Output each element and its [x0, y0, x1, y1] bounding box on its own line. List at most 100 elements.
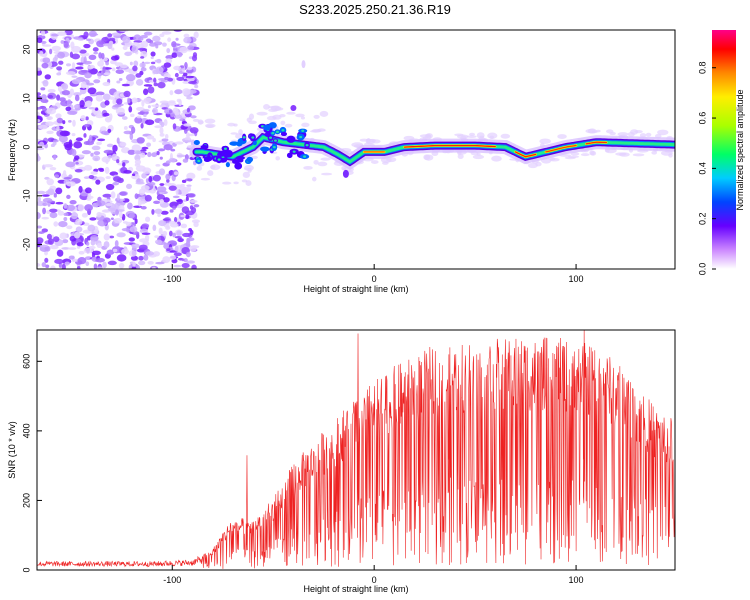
heatmap-cell: [97, 60, 105, 67]
heatmap-cell: [168, 185, 177, 191]
heatmap-blob: [301, 129, 305, 133]
heatmap-cell: [44, 74, 52, 80]
heatmap-cell: [181, 179, 187, 184]
colorbar-label: Normalized spectral amplitude: [735, 89, 745, 210]
heatmap-blob: [290, 105, 297, 112]
heatmap-cell: [140, 40, 149, 48]
heatmap-cell: [119, 141, 127, 147]
heatmap-cell: [89, 217, 97, 221]
heatmap-cell: [119, 211, 123, 219]
heatmap-cell: [72, 119, 76, 127]
heatmap-cell: [44, 257, 49, 263]
heatmap-cell: [131, 45, 139, 54]
heatmap-cell: [175, 37, 179, 41]
heatmap-cell: [175, 188, 179, 196]
heatmap-cell: [143, 88, 149, 96]
heatmap-cell: [37, 37, 43, 44]
heatmap-cell: [66, 225, 73, 230]
heatmap-cell: [152, 137, 156, 143]
heatmap-cell: [116, 159, 120, 164]
colorbar-tick-label: 0.0: [697, 263, 707, 276]
heatmap-cell: [186, 66, 193, 71]
heatmap-cell: [141, 232, 151, 235]
heatmap-cell: [263, 104, 270, 110]
heatmap-cell: [46, 233, 52, 240]
heatmap-cell: [155, 261, 165, 265]
heatmap-cell: [106, 249, 115, 255]
heatmap-cell: [286, 111, 296, 115]
heatmap-cell: [133, 34, 142, 42]
heatmap-cell: [129, 132, 134, 141]
heatmap-cell: [143, 113, 147, 118]
heatmap-cell: [158, 168, 166, 176]
heatmap-cell: [295, 113, 305, 118]
heatmap-cell: [256, 127, 262, 131]
heatmap-cell: [122, 35, 131, 44]
heatmap-cell: [109, 96, 115, 100]
heatmap-cell: [154, 125, 163, 129]
heatmap-cell: [80, 69, 89, 73]
heatmap-cell: [83, 176, 90, 179]
heatmap-cell: [107, 260, 117, 266]
heatmap-cell: [44, 250, 48, 256]
heatmap-cell: [139, 228, 149, 234]
heatmap-cell: [143, 84, 153, 87]
heatmap-cell: [134, 218, 138, 225]
heatmap-cell: [47, 88, 56, 93]
heatmap-cell: [365, 138, 375, 145]
heatmap-blob: [269, 136, 273, 139]
heatmap-cell: [163, 62, 172, 68]
heatmap-cell: [39, 50, 44, 57]
heatmap-cell: [110, 217, 114, 220]
heatmap-cell: [186, 172, 196, 180]
heatmap-blob: [197, 159, 201, 163]
heatmap-cell: [83, 247, 94, 254]
heatmap-cell: [160, 80, 168, 83]
heatmap-cell: [186, 96, 193, 100]
spectrogram-y-tick-label: -10: [21, 189, 31, 202]
heatmap-cell: [37, 190, 46, 195]
heatmap-cell: [156, 150, 160, 156]
heatmap-cell: [63, 176, 72, 180]
heatmap-cell: [60, 83, 67, 89]
heatmap-cell: [112, 104, 122, 108]
heatmap-cell: [49, 211, 58, 219]
heatmap-cell: [49, 48, 53, 55]
heatmap-cell: [46, 178, 55, 186]
heatmap-cell: [580, 153, 590, 157]
heatmap-cell: [75, 66, 84, 70]
heatmap-cell: [182, 88, 191, 96]
heatmap-cell: [183, 123, 191, 127]
heatmap-cell: [205, 124, 215, 129]
heatmap-cell: [645, 132, 652, 137]
heatmap-cell: [171, 52, 178, 58]
heatmap-cell: [152, 174, 161, 182]
heatmap-cell: [63, 141, 73, 148]
heatmap-cell: [88, 54, 97, 61]
heatmap-cell: [491, 155, 502, 162]
heatmap-cell: [47, 188, 55, 196]
heatmap-cell: [49, 167, 57, 171]
heatmap-cell: [157, 213, 161, 217]
heatmap-blob: [305, 143, 309, 147]
heatmap-cell: [120, 64, 128, 69]
heatmap-cell: [194, 84, 199, 89]
heatmap-cell: [165, 54, 174, 60]
heatmap-cell: [38, 124, 48, 130]
heatmap-cell: [162, 42, 167, 47]
heatmap-cell: [102, 81, 111, 87]
heatmap-cell: [110, 55, 119, 61]
heatmap-ridge-core: [514, 151, 537, 158]
heatmap-cell: [85, 100, 93, 107]
heatmap-cell: [150, 61, 156, 65]
heatmap-cell: [156, 58, 162, 64]
heatmap-cell: [37, 67, 42, 72]
heatmap-cell: [155, 67, 160, 74]
heatmap-cell: [169, 201, 179, 209]
heatmap-cell: [88, 33, 99, 36]
heatmap-cell: [189, 199, 198, 203]
heatmap-cell: [76, 266, 81, 269]
heatmap-blob: [273, 139, 277, 142]
heatmap-cell: [154, 235, 159, 238]
heatmap-cell: [61, 263, 66, 269]
